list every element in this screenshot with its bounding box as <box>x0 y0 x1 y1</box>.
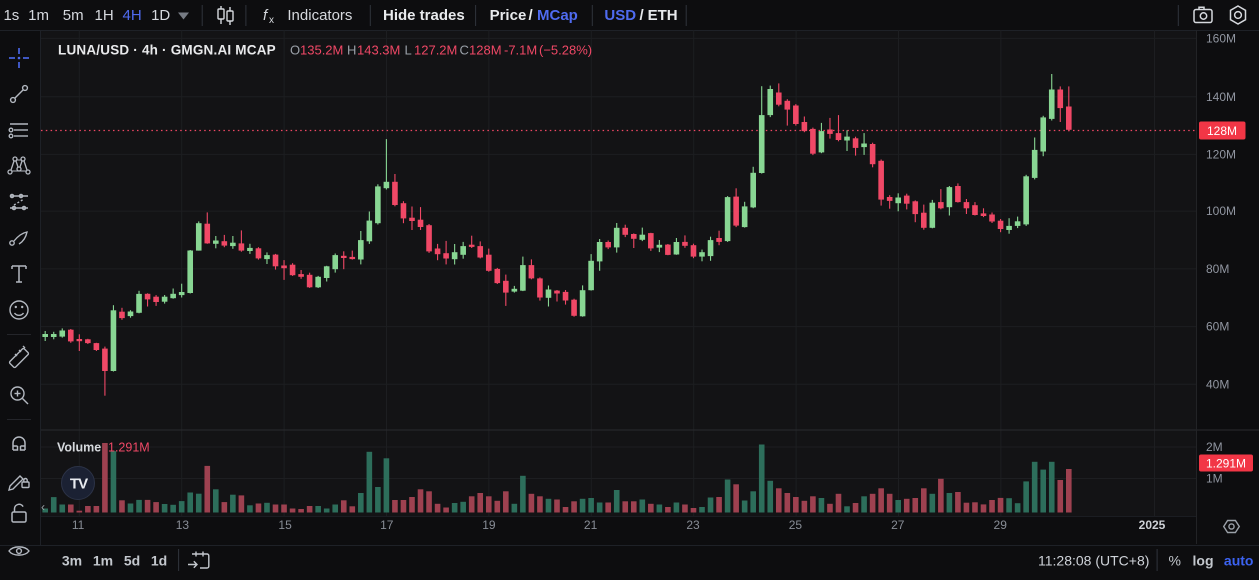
svg-text:11:28:08 (UTC+8): 11:28:08 (UTC+8) <box>1038 553 1149 569</box>
svg-text:1H: 1H <box>95 7 114 24</box>
svg-text:1.291M: 1.291M <box>1206 456 1246 470</box>
svg-text:128M: 128M <box>1207 124 1237 138</box>
svg-text:17: 17 <box>380 518 394 532</box>
svg-text:TV: TV <box>70 476 88 493</box>
svg-text:5m: 5m <box>63 7 84 24</box>
svg-text:11: 11 <box>72 518 85 532</box>
svg-text:140M: 140M <box>1206 90 1236 104</box>
svg-text:x: x <box>269 15 274 26</box>
svg-text:USD: USD <box>604 7 636 24</box>
svg-text:29: 29 <box>994 518 1008 532</box>
svg-text:/: / <box>640 7 645 24</box>
svg-text:LUNA/USD · 4h · GMGN.AI MCAP: LUNA/USD · 4h · GMGN.AI MCAP <box>58 43 276 58</box>
svg-text:25: 25 <box>789 518 803 532</box>
svg-text:‹: ‹ <box>41 500 45 514</box>
svg-text:27: 27 <box>891 518 905 532</box>
svg-text:auto: auto <box>1224 553 1254 569</box>
svg-text:80M: 80M <box>1206 262 1229 276</box>
svg-text:C: C <box>460 43 469 58</box>
svg-text:21: 21 <box>584 518 598 532</box>
svg-text:40M: 40M <box>1206 377 1229 391</box>
svg-text:13: 13 <box>176 518 190 532</box>
svg-text:f: f <box>263 7 269 24</box>
svg-text:120M: 120M <box>1206 147 1236 161</box>
svg-text:%: % <box>1168 553 1180 569</box>
svg-text:23: 23 <box>686 518 700 532</box>
svg-text:Hide trades: Hide trades <box>383 7 465 24</box>
svg-text:1.291M: 1.291M <box>108 441 150 455</box>
svg-text:1m: 1m <box>93 553 113 569</box>
svg-text:L: L <box>405 43 412 58</box>
svg-text:1s: 1s <box>3 7 19 24</box>
svg-text:127.2M: 127.2M <box>414 43 457 58</box>
svg-text:160M: 160M <box>1206 31 1236 45</box>
svg-text:Indicators: Indicators <box>287 7 352 24</box>
svg-text:MCap: MCap <box>537 7 578 24</box>
svg-text:1M: 1M <box>1206 472 1223 486</box>
svg-text:2M: 2M <box>1206 440 1223 454</box>
svg-text:15: 15 <box>278 518 292 532</box>
svg-text:5d: 5d <box>124 553 140 569</box>
svg-text:2025: 2025 <box>1139 518 1166 532</box>
svg-text:/: / <box>529 7 534 24</box>
svg-text:Volume: Volume <box>57 441 101 455</box>
svg-text:4H: 4H <box>123 7 142 24</box>
svg-text:H: H <box>347 43 356 58</box>
svg-text:O: O <box>290 43 300 58</box>
svg-text:log: log <box>1193 553 1214 569</box>
svg-text:(−5.28%): (−5.28%) <box>539 43 592 58</box>
svg-text:1d: 1d <box>151 553 167 569</box>
svg-text:100M: 100M <box>1206 204 1236 218</box>
svg-text:3m: 3m <box>62 553 82 569</box>
svg-text:-7.1M: -7.1M <box>504 43 537 58</box>
svg-text:ETH: ETH <box>648 7 678 24</box>
svg-text:143.3M: 143.3M <box>357 43 400 58</box>
svg-text:19: 19 <box>482 518 496 532</box>
svg-text:60M: 60M <box>1206 320 1229 334</box>
svg-text:135.2M: 135.2M <box>300 43 343 58</box>
svg-text:1D: 1D <box>151 7 170 24</box>
svg-text:1m: 1m <box>28 7 49 24</box>
svg-text:Price: Price <box>490 7 527 24</box>
svg-text:128M: 128M <box>469 43 502 58</box>
